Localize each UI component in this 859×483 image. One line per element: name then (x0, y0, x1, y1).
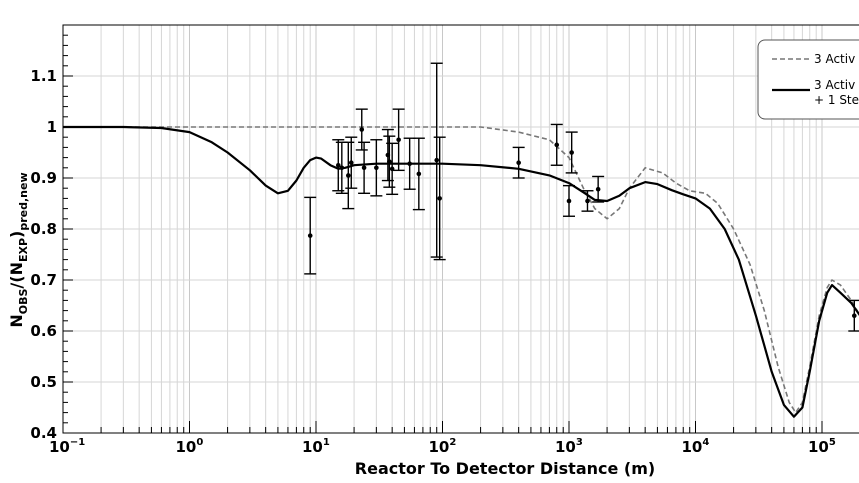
y-tick-label: 1.1 (30, 67, 57, 85)
data-point (342, 141, 355, 210)
point-marker (416, 171, 422, 177)
series-solid-line (63, 125, 859, 418)
data-point (304, 196, 317, 275)
data-point (383, 135, 396, 188)
point-marker (434, 157, 440, 163)
x-tick-base: 10 (302, 438, 323, 456)
y-tick-label: 0.5 (30, 373, 57, 391)
y-axis-title: NOBS/(NEXP)pred,new (7, 172, 30, 327)
x-tick-base: 10 (808, 438, 829, 456)
point-marker (361, 165, 367, 171)
point-marker (339, 165, 345, 171)
x-tick-exponent: 3 (576, 437, 583, 448)
data-point (565, 131, 578, 174)
x-tick-exponent: 2 (449, 437, 456, 448)
x-tick-exponent: 0 (196, 437, 203, 448)
x-axis-title: Reactor To Detector Distance (m) (355, 459, 655, 478)
y-axis-title-sub3: ) (7, 231, 26, 238)
y-axis-title-sub4: pred,new (17, 172, 30, 230)
data-point (433, 136, 446, 261)
point-marker (307, 233, 313, 238)
point-marker (387, 159, 392, 164)
data-point (512, 146, 525, 179)
plot-frame (62, 24, 859, 434)
y-axis-title-mid: /(N (7, 262, 26, 289)
y-axis-title-sub1: OBS (17, 288, 30, 314)
y-tick-label: 0.8 (30, 220, 57, 238)
x-tick-label: 103 (555, 437, 583, 456)
y-tick-label: 0.9 (30, 169, 57, 187)
data-point (392, 108, 405, 172)
y-axis-title-sub2: EXP (17, 238, 30, 262)
x-tick-exponent: 4 (702, 437, 709, 448)
point-marker (851, 313, 857, 319)
point-marker (569, 150, 574, 155)
data-point (355, 108, 368, 151)
point-marker (595, 186, 601, 192)
point-marker (554, 142, 560, 148)
legend-label-solid-line1: 3 Activ (814, 78, 855, 92)
x-tick-exponent: 5 (829, 437, 836, 448)
point-marker (407, 161, 412, 167)
data-points (304, 62, 859, 332)
y-tick-label: 0.4 (30, 424, 57, 442)
grid (62, 25, 859, 434)
point-marker (437, 196, 442, 201)
x-tick-label: 105 (808, 437, 836, 456)
point-marker (516, 160, 521, 165)
x-tick-base: 10 (555, 438, 576, 456)
series-group (63, 125, 859, 418)
point-marker (348, 160, 354, 165)
point-marker (335, 162, 341, 168)
x-tick-label: 101 (302, 437, 330, 456)
y-tick-label: 0.6 (30, 322, 57, 340)
point-marker (359, 127, 365, 132)
legend-label-dashed: 3 Activ (814, 52, 855, 66)
x-tick-label: 102 (429, 437, 457, 456)
x-tick-base: 10 (49, 438, 70, 456)
data-point (335, 141, 348, 195)
data-point (550, 123, 563, 166)
data-point (370, 139, 383, 197)
y-tick-label: 1 (47, 118, 57, 136)
data-point (581, 190, 594, 212)
x-tick-label: 10−1 (49, 437, 85, 456)
series-dashed-line (63, 126, 859, 414)
x-tick-exponent: −1 (70, 437, 85, 448)
x-tick-exponent: 1 (323, 437, 330, 448)
point-marker (345, 173, 351, 178)
point-marker (396, 137, 401, 143)
data-point (563, 184, 575, 217)
data-point (412, 137, 425, 211)
data-point (592, 175, 605, 203)
point-marker (585, 198, 590, 204)
x-tick-base: 10 (429, 438, 450, 456)
legend-label-solid-line2: + 1 Ste (814, 93, 859, 107)
point-marker (374, 165, 379, 171)
y-tick-label: 0.7 (30, 271, 57, 289)
x-tick-label: 104 (682, 437, 710, 456)
y-axis-title-main: N (7, 314, 26, 327)
x-tick-label: 100 (176, 437, 204, 456)
point-marker (566, 198, 572, 204)
data-point (430, 62, 443, 258)
data-point (358, 141, 371, 195)
tick-labels: 0.40.50.60.70.80.911.110−1 100 101 102 103 10… (30, 67, 835, 456)
x-tick-base: 10 (682, 438, 703, 456)
data-point (345, 136, 358, 189)
data-point (848, 299, 859, 332)
x-tick-base: 10 (176, 438, 197, 456)
